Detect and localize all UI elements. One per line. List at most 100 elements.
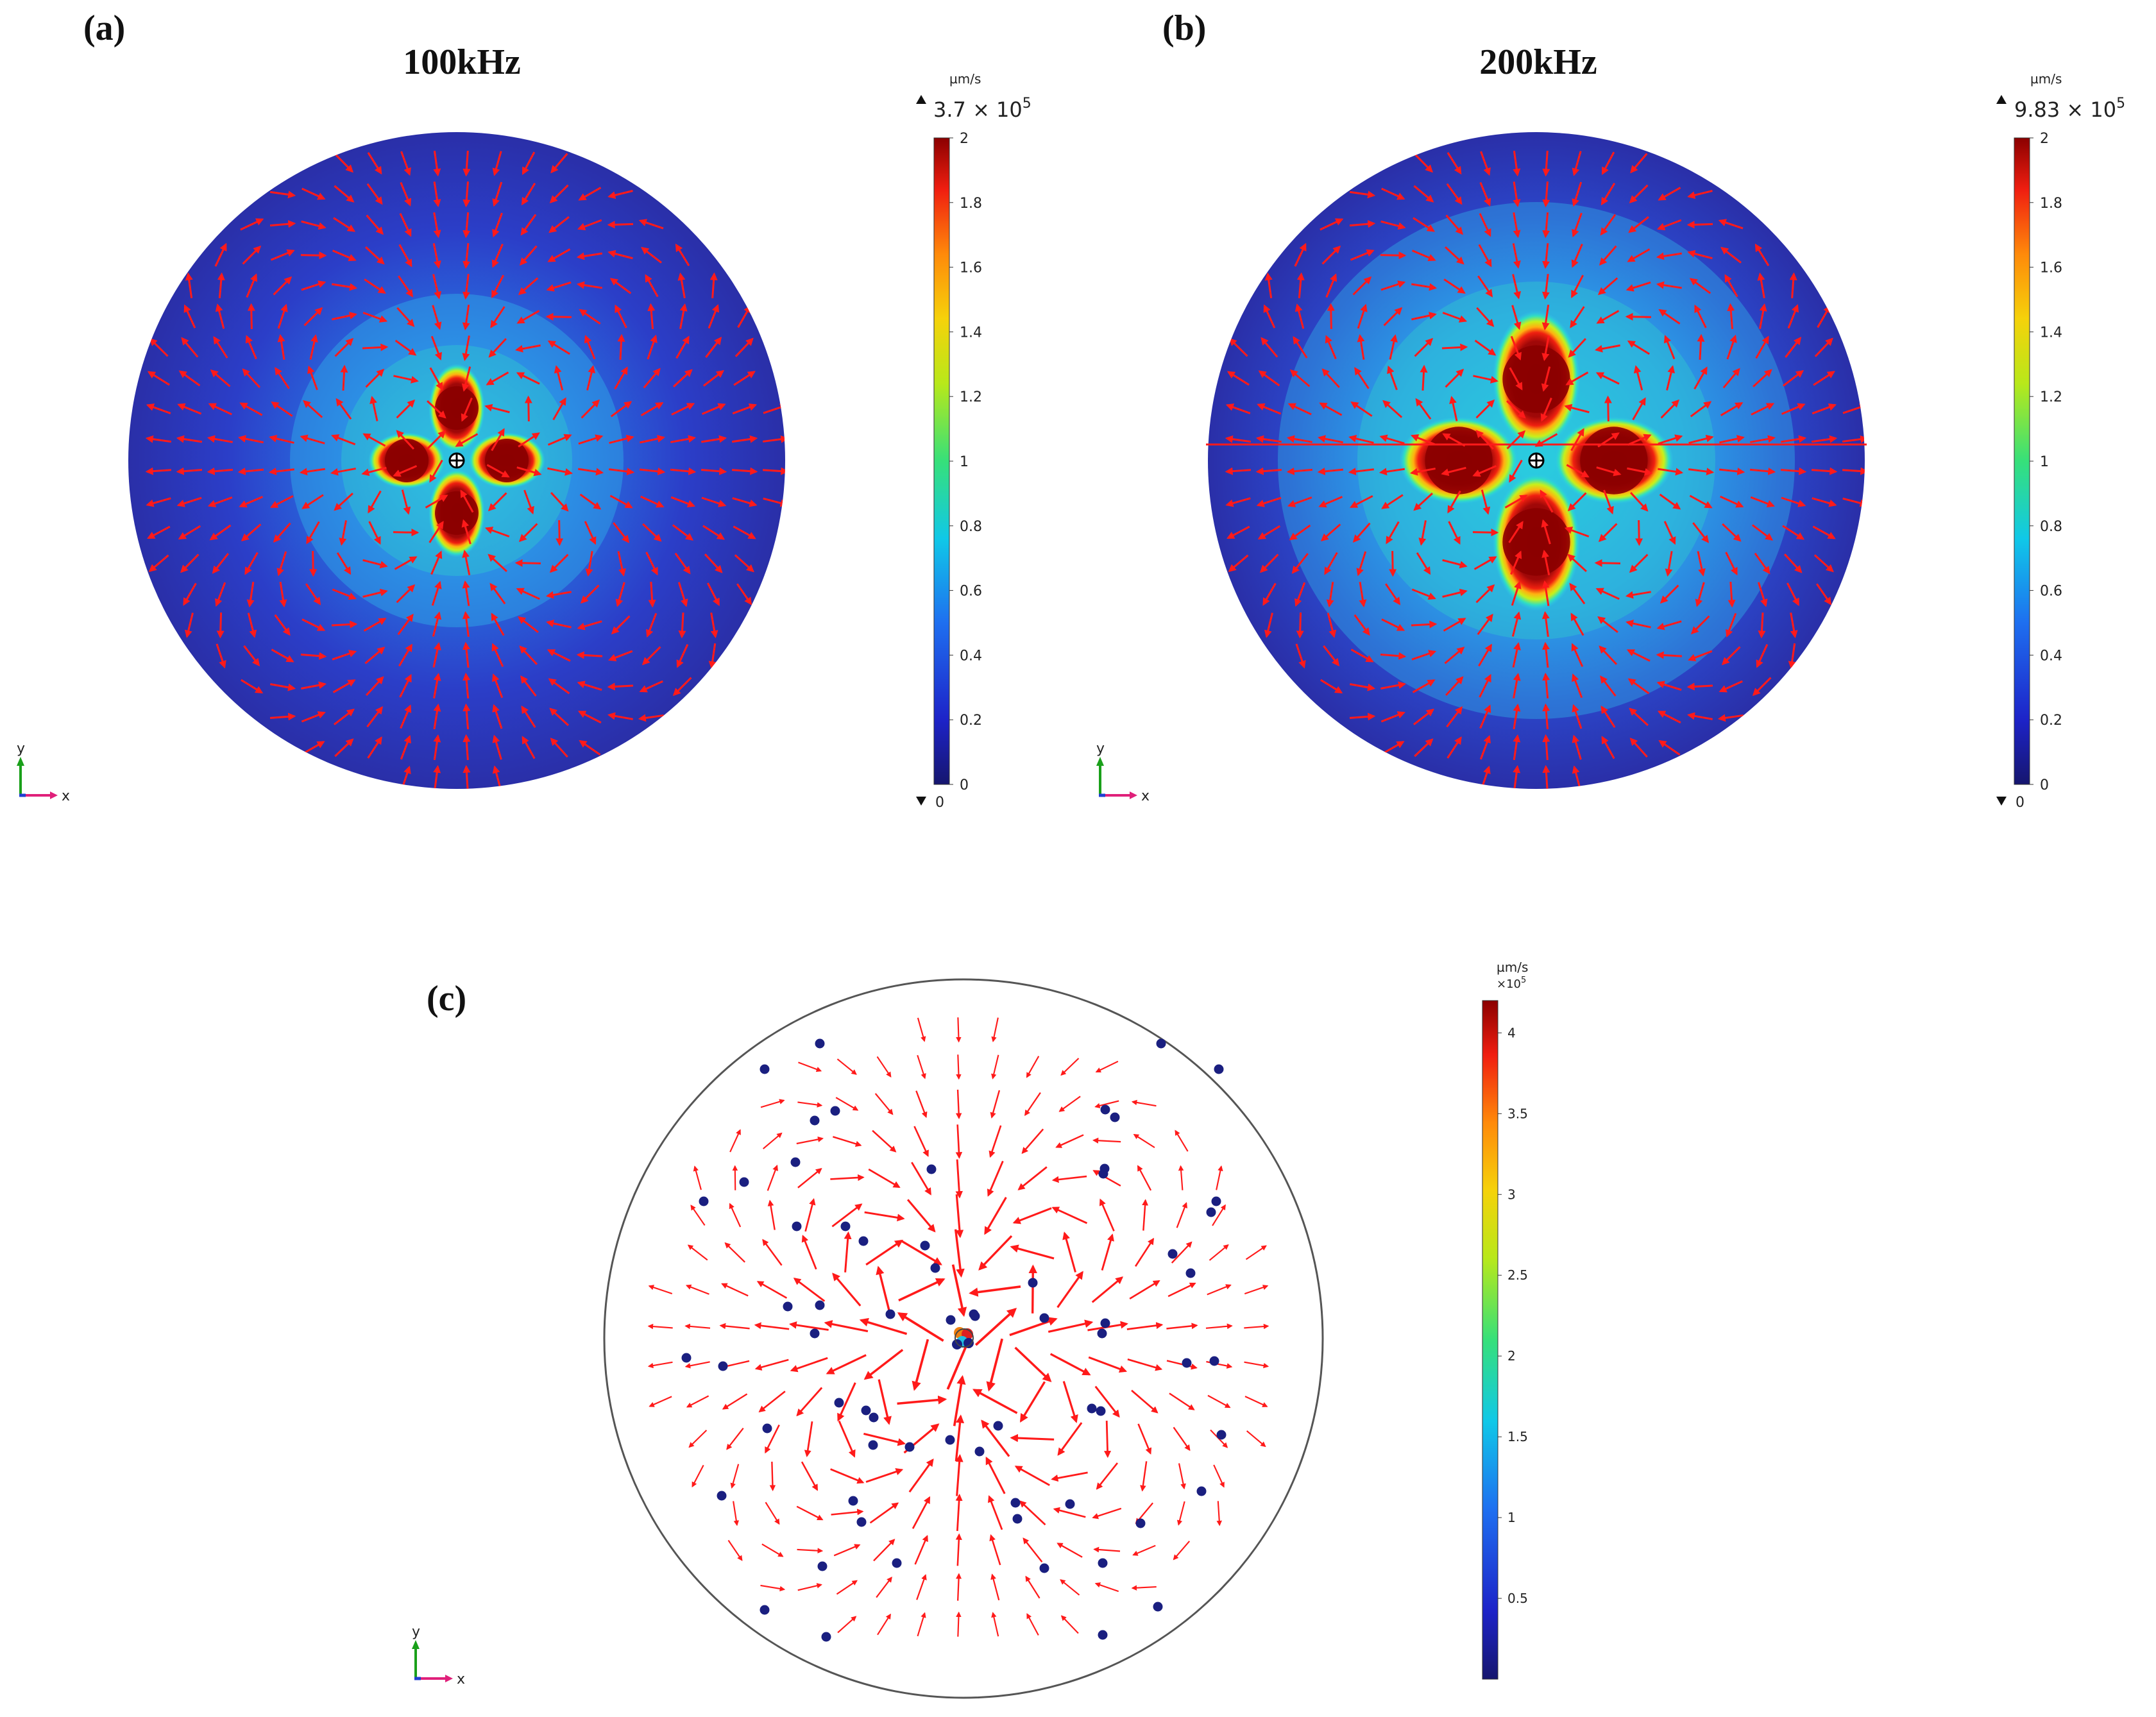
velocity-arrow xyxy=(677,272,686,298)
velocity-arrow xyxy=(400,182,412,207)
velocity-arrow xyxy=(484,527,510,537)
velocity-arrow xyxy=(1656,219,1682,230)
particle xyxy=(815,1300,825,1310)
velocity-arrow xyxy=(1472,529,1499,537)
velocity-arrow xyxy=(579,309,601,325)
velocity-arrow xyxy=(1541,519,1551,545)
velocity-arrow xyxy=(1479,213,1491,237)
velocity-arrow xyxy=(988,1495,1003,1530)
velocity-arrow xyxy=(762,1239,783,1266)
particle xyxy=(1065,1499,1075,1509)
svg-text:x: x xyxy=(62,788,70,804)
velocity-arrow xyxy=(1658,309,1681,325)
colorbar-a-unit: µm/s xyxy=(949,71,981,87)
velocity-arrow xyxy=(213,335,228,359)
velocity-arrow xyxy=(1719,468,1745,475)
velocity-arrow xyxy=(1572,182,1583,207)
velocity-arrow xyxy=(874,1093,894,1115)
velocity-arrow xyxy=(1599,645,1618,665)
velocity-arrow xyxy=(401,489,411,515)
velocity-arrow xyxy=(579,493,602,510)
velocity-arrow xyxy=(1327,303,1335,330)
velocity-arrow xyxy=(1568,338,1586,358)
velocity-arrow xyxy=(1635,520,1643,546)
velocity-arrow xyxy=(331,434,356,446)
velocity-arrow xyxy=(672,677,692,697)
velocity-arrow xyxy=(492,673,504,698)
velocity-arrow xyxy=(492,734,502,760)
velocity-arrow xyxy=(1781,496,1806,507)
velocity-arrow xyxy=(609,434,634,444)
velocity-arrow xyxy=(1571,243,1583,268)
velocity-arrow xyxy=(1381,187,1405,200)
velocity-arrow xyxy=(607,190,633,199)
velocity-arrow xyxy=(1542,765,1550,789)
velocity-arrow xyxy=(1412,679,1436,693)
velocity-arrow xyxy=(1541,611,1550,638)
velocity-arrow xyxy=(702,370,725,387)
velocity-arrow xyxy=(1510,335,1522,360)
velocity-arrow xyxy=(1658,434,1683,445)
particle xyxy=(810,1328,820,1339)
velocity-arrow xyxy=(1057,1543,1083,1558)
velocity-arrow xyxy=(1142,1199,1149,1231)
velocity-arrow xyxy=(395,339,417,356)
velocity-arrow xyxy=(617,334,625,360)
velocity-arrow xyxy=(1051,1471,1088,1482)
panel-b: (b) 200kHz µm/s 9.83 × 105 2 1.8 1.6 1.4 1.2… xyxy=(1096,8,2125,811)
particle xyxy=(1039,1563,1049,1573)
velocity-arrow xyxy=(301,187,326,200)
velocity-arrow xyxy=(700,467,727,475)
colorbar-tick-label: 0 xyxy=(960,777,969,793)
velocity-arrow xyxy=(1095,1060,1119,1073)
velocity-arrow xyxy=(1720,246,1742,264)
velocity-arrow xyxy=(463,181,471,208)
velocity-arrow xyxy=(1572,212,1583,238)
velocity-arrow xyxy=(334,493,353,511)
particle xyxy=(861,1405,871,1416)
particle xyxy=(1135,1518,1146,1528)
velocity-arrow xyxy=(833,1136,862,1147)
colorbar-tick-label: 3.5 xyxy=(1507,1106,1528,1121)
velocity-arrow xyxy=(207,496,233,507)
velocity-arrow xyxy=(1443,278,1466,294)
velocity-arrow xyxy=(1513,150,1521,177)
velocity-arrow xyxy=(638,714,665,722)
velocity-arrow xyxy=(908,1458,934,1493)
velocity-arrow xyxy=(1416,552,1431,575)
velocity-arrow xyxy=(989,1125,1002,1158)
velocity-arrow xyxy=(463,212,471,239)
velocity-arrow xyxy=(1010,1434,1055,1442)
colorbar-tick-label: 0.4 xyxy=(2040,648,2062,664)
colorbar-a: µm/s 3.7 × 105 2 1.8 1.6 1.4 1.2 1 0.8 0.6 0.4 0.… xyxy=(916,71,1031,811)
velocity-arrow xyxy=(463,672,471,699)
velocity-arrow xyxy=(974,1307,1017,1346)
colorbar-tick-label: 0.6 xyxy=(2040,584,2062,600)
velocity-arrow xyxy=(1294,303,1305,329)
velocity-arrow xyxy=(1506,400,1526,419)
velocity-arrow xyxy=(1474,339,1497,356)
velocity-arrow xyxy=(488,338,507,358)
velocity-arrow xyxy=(215,303,225,329)
velocity-arrow xyxy=(1094,1582,1119,1593)
velocity-arrow xyxy=(1325,273,1337,298)
velocity-arrow xyxy=(677,582,688,607)
velocity-arrow xyxy=(1659,584,1679,604)
velocity-arrow xyxy=(1256,496,1282,507)
velocity-arrow xyxy=(801,1235,817,1270)
velocity-arrow xyxy=(670,467,697,475)
velocity-arrow xyxy=(734,337,754,357)
particle xyxy=(945,1435,955,1445)
velocity-arrow xyxy=(1296,272,1305,299)
velocity-arrow xyxy=(1481,489,1491,515)
velocity-arrow xyxy=(1379,468,1405,476)
velocity-arrow xyxy=(1010,1244,1055,1260)
velocity-arrow xyxy=(1688,434,1714,444)
velocity-arrow xyxy=(955,1159,963,1199)
velocity-arrow xyxy=(1477,275,1493,298)
velocity-arrow xyxy=(336,552,352,575)
velocity-arrow xyxy=(361,466,387,477)
velocity-arrow xyxy=(433,672,441,698)
velocity-arrow xyxy=(550,492,569,512)
velocity-arrow xyxy=(301,494,324,509)
